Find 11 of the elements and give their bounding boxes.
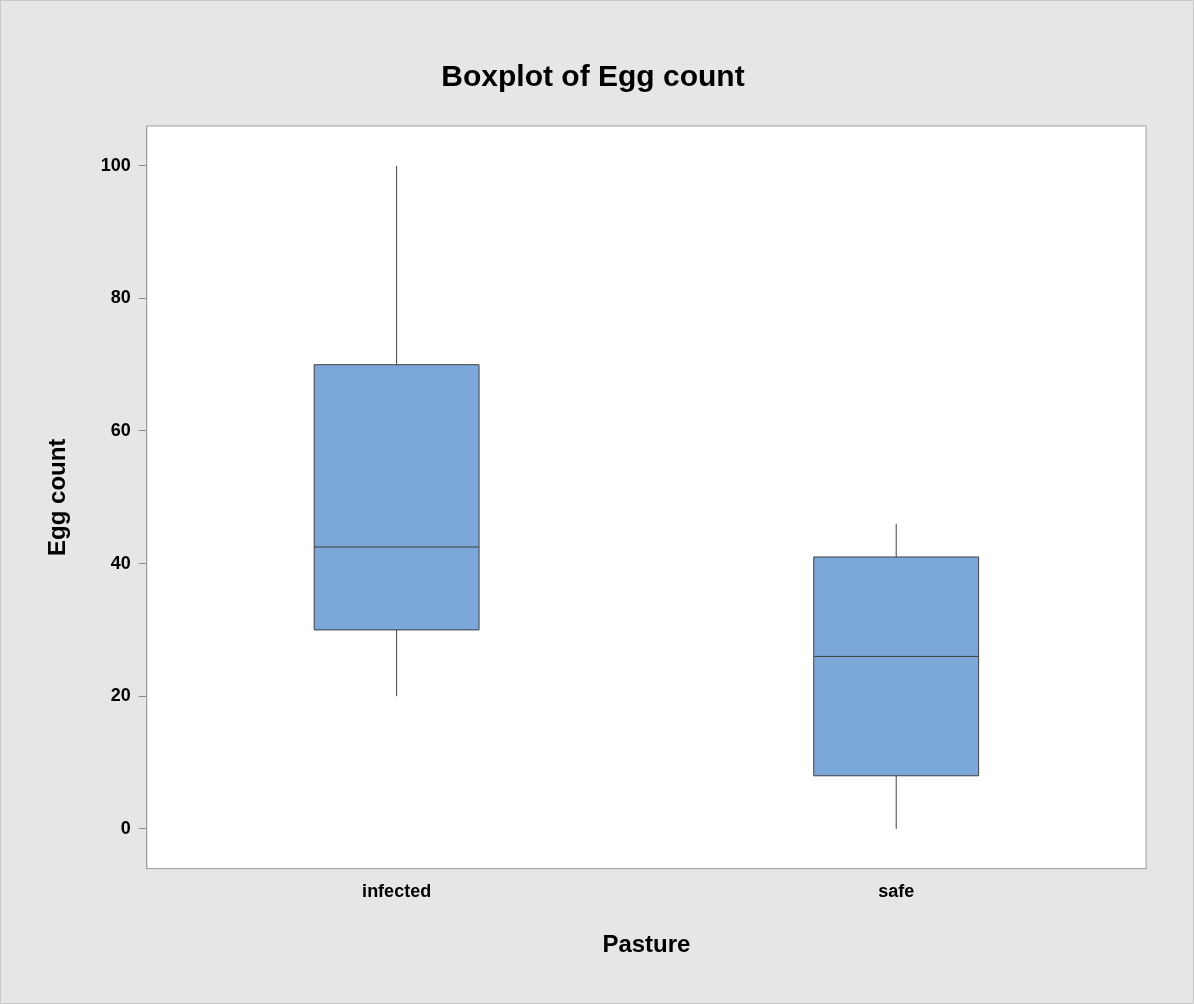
y-tick-label: 80 bbox=[110, 287, 131, 308]
x-tick-label: safe bbox=[878, 881, 915, 902]
y-tick-label: 100 bbox=[100, 154, 131, 175]
y-axis-title: Egg count bbox=[43, 438, 71, 556]
y-tick-label: 20 bbox=[110, 685, 131, 706]
y-tick-label: 0 bbox=[120, 817, 131, 838]
y-tick-label: 40 bbox=[110, 552, 131, 573]
y-tick-label: 60 bbox=[110, 419, 131, 440]
x-axis-title: Pasture bbox=[602, 930, 691, 958]
x-tick-label: infected bbox=[362, 881, 432, 902]
chart-title: Boxplot of Egg count bbox=[441, 59, 745, 93]
